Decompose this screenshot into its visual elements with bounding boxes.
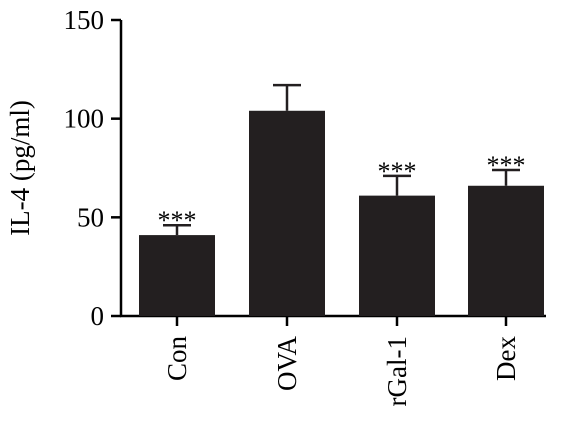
- x-axis: Con OVA rGal-1 Dex: [120, 314, 546, 406]
- x-tick-label: Con: [162, 336, 192, 382]
- y-axis: 0 50 100 150: [64, 5, 123, 331]
- significance-label: ***: [158, 206, 197, 235]
- significance-label: ***: [378, 157, 417, 186]
- y-tick-label: 0: [91, 301, 105, 331]
- y-tick-label: 50: [77, 202, 104, 232]
- x-tick-label: OVA: [272, 335, 302, 391]
- bar-dex: [468, 185, 544, 316]
- bar-ova: [249, 110, 325, 316]
- significance-label: ***: [487, 151, 526, 180]
- y-tick-label: 150: [64, 5, 105, 35]
- x-tick-label: Dex: [491, 336, 521, 381]
- bars: *** *** ***: [139, 83, 544, 316]
- bar-con: [139, 235, 215, 316]
- y-tick-label: 100: [64, 104, 105, 134]
- y-axis-title: IL-4 (pg/ml): [5, 100, 35, 236]
- bar-rgal-1: [359, 195, 435, 316]
- x-tick-label: rGal-1: [382, 336, 412, 406]
